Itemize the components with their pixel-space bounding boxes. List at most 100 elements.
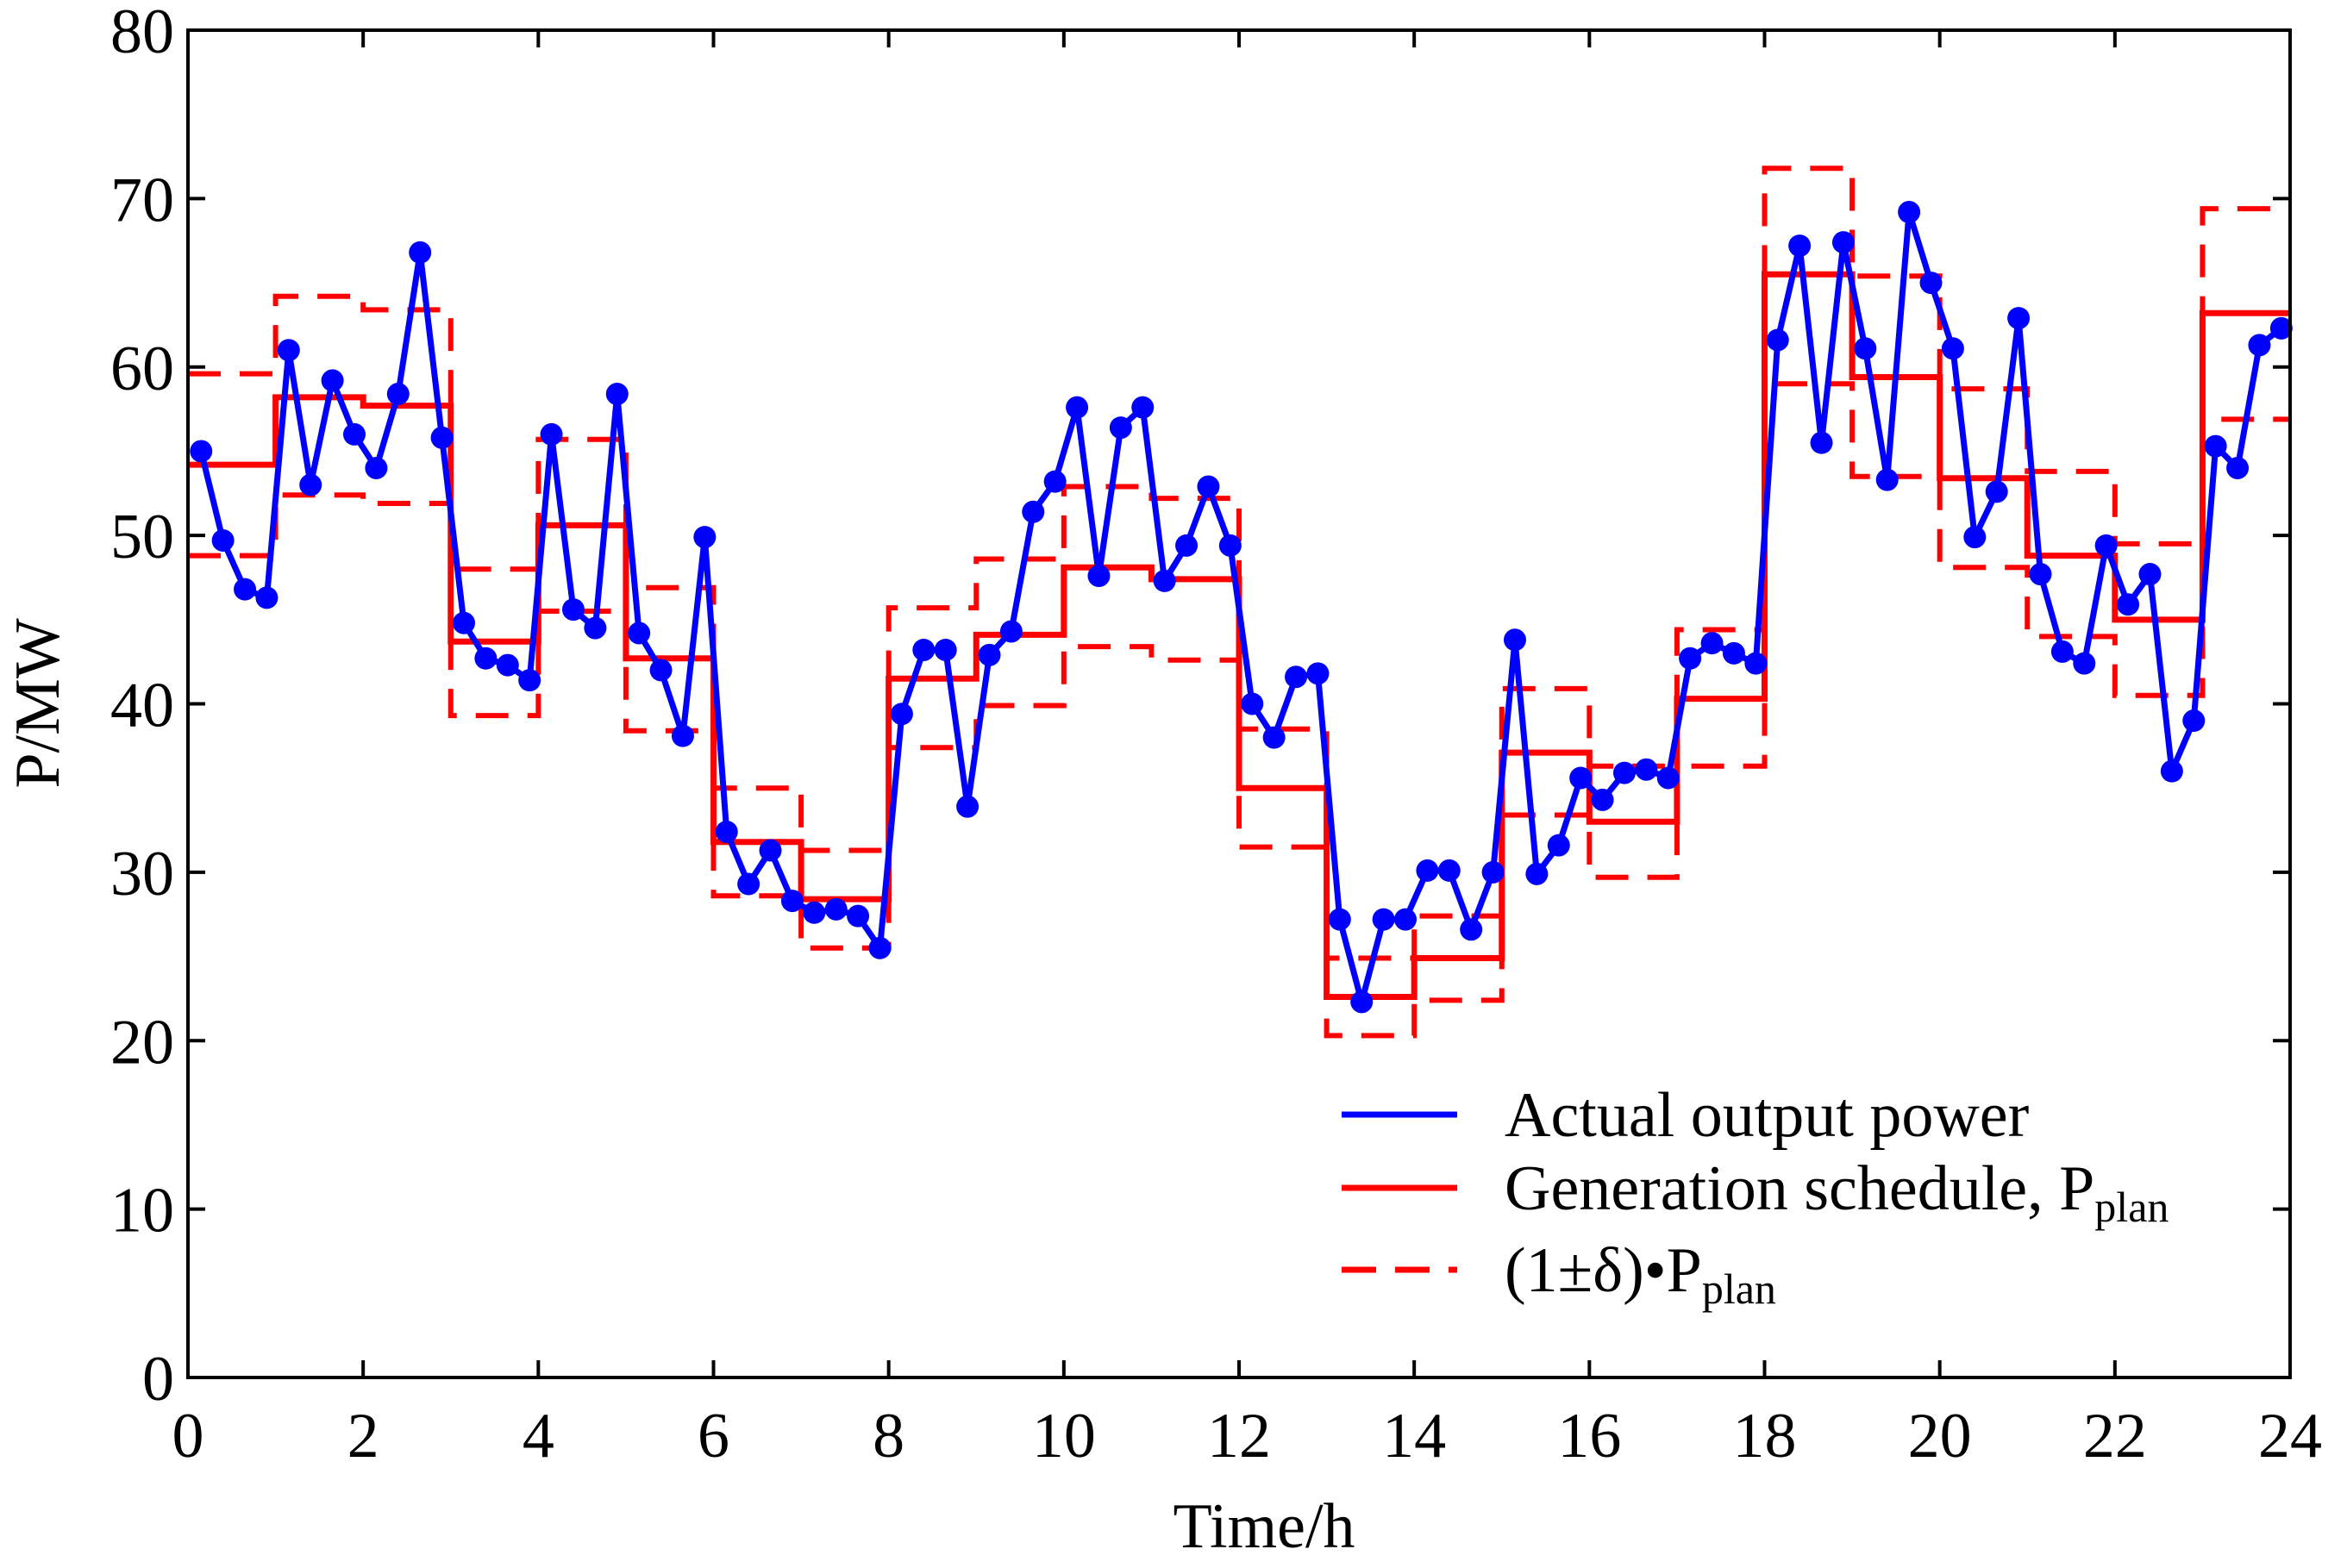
y-tick-label: 50 <box>110 502 174 572</box>
y-tick-label: 60 <box>110 334 174 404</box>
actual-point <box>999 620 1023 643</box>
actual-point <box>1503 628 1526 652</box>
actual-point <box>1394 908 1418 931</box>
actual-point <box>1087 565 1111 588</box>
x-tick-label: 20 <box>1908 1401 1972 1471</box>
y-tick-label: 20 <box>110 1007 174 1078</box>
actual-point <box>1722 641 1745 665</box>
actual-point <box>1612 761 1636 784</box>
x-tick-label: 14 <box>1382 1401 1446 1471</box>
actual-point <box>584 616 607 640</box>
actual-point <box>737 872 760 896</box>
actual-point <box>1175 534 1199 557</box>
actual-point <box>409 241 432 264</box>
actual-point <box>496 653 519 677</box>
actual-point <box>1372 908 1395 931</box>
actual-point <box>2248 334 2271 357</box>
actual-point <box>1941 337 1964 360</box>
actual-point <box>1066 396 1089 419</box>
actual-point <box>2094 534 2118 557</box>
actual-point <box>1437 859 1461 882</box>
x-tick-label: 2 <box>347 1401 379 1471</box>
actual-point <box>605 383 629 406</box>
actual-point <box>1131 396 1155 419</box>
actual-point <box>1109 416 1132 440</box>
actual-layer <box>190 201 2293 1014</box>
actual-point <box>759 839 782 862</box>
x-tick-label: 22 <box>2083 1401 2147 1471</box>
plot-frame <box>186 28 2292 1379</box>
actual-point <box>912 638 936 661</box>
actual-point <box>1591 788 1614 811</box>
actual-point <box>1350 990 1374 1014</box>
actual-point <box>649 659 673 682</box>
actual-point <box>1285 665 1308 689</box>
actual-point <box>1766 328 1789 352</box>
actual-line <box>197 209 2283 1005</box>
plan-layer <box>188 271 2290 1000</box>
actual-point <box>211 528 235 552</box>
x-axis-label: Time/h <box>1173 1491 1355 1562</box>
x-tick-label: 24 <box>2258 1401 2322 1471</box>
legend-label-band: (1±δ)•Pplan <box>1505 1235 1776 1313</box>
actual-point <box>2050 640 2074 663</box>
x-tick-label: 4 <box>523 1401 554 1471</box>
actual-point <box>1985 480 2008 503</box>
actual-point <box>1306 662 1330 685</box>
actual-point <box>1481 860 1505 884</box>
y-tick-label: 80 <box>110 0 174 67</box>
actual-point <box>1831 231 1855 254</box>
actual-point <box>890 703 913 726</box>
actual-point <box>2204 434 2227 458</box>
legend-label-band-sub: plan <box>1702 1265 1776 1313</box>
y-tick-label: 70 <box>110 165 174 235</box>
x-tick-label: 10 <box>1032 1401 1096 1471</box>
actual-point <box>780 890 804 913</box>
legend: Actual output power Generation schedule,… <box>1342 1080 2169 1313</box>
actual-point <box>452 611 475 634</box>
actual-point <box>430 426 454 449</box>
legend-label-plan-main: Generation schedule, P <box>1505 1153 2094 1224</box>
actual-point <box>2269 316 2293 340</box>
y-tick-label: 10 <box>110 1176 174 1246</box>
band-upper-line <box>188 166 2290 961</box>
actual-point <box>2226 456 2250 479</box>
actual-point <box>1460 918 1483 941</box>
y-axis-label: P/MW <box>3 618 73 789</box>
x-tick-label: 0 <box>172 1401 204 1471</box>
actual-point <box>540 422 563 446</box>
actual-point <box>2073 652 2096 675</box>
actual-point <box>1854 337 1877 360</box>
x-tick-label: 12 <box>1207 1401 1271 1471</box>
actual-point <box>1153 569 1176 592</box>
actual-point <box>1810 431 1833 454</box>
actual-point <box>628 622 651 645</box>
actual-point <box>1218 534 1242 557</box>
actual-point <box>1197 475 1220 498</box>
actual-point <box>1525 862 1549 885</box>
actual-point <box>847 904 870 928</box>
legend-label-actual: Actual output power <box>1505 1080 2029 1151</box>
actual-point <box>190 440 213 463</box>
actual-point <box>671 724 694 747</box>
actual-point <box>518 669 541 692</box>
actual-point <box>1700 632 1724 655</box>
x-tick-label: 18 <box>1733 1401 1797 1471</box>
actual-point <box>1898 201 1921 224</box>
actual-point <box>956 795 979 818</box>
actual-point <box>2117 593 2140 616</box>
actual-point <box>365 456 388 479</box>
actual-point <box>803 901 826 924</box>
actual-point <box>2029 563 2052 586</box>
legend-label-band-main: (1±δ)•P <box>1505 1235 1702 1306</box>
actual-point <box>1656 766 1680 790</box>
actual-point <box>1679 647 1702 670</box>
actual-point <box>934 638 957 661</box>
legend-label-plan: Generation schedule, Pplan <box>1505 1153 2169 1231</box>
actual-point <box>2182 709 2206 733</box>
actual-point <box>1328 908 1351 931</box>
y-tick-label: 30 <box>110 839 174 909</box>
actual-point <box>1569 766 1593 790</box>
actual-point <box>1043 470 1067 493</box>
legend-label-plan-sub: plan <box>2094 1183 2169 1231</box>
